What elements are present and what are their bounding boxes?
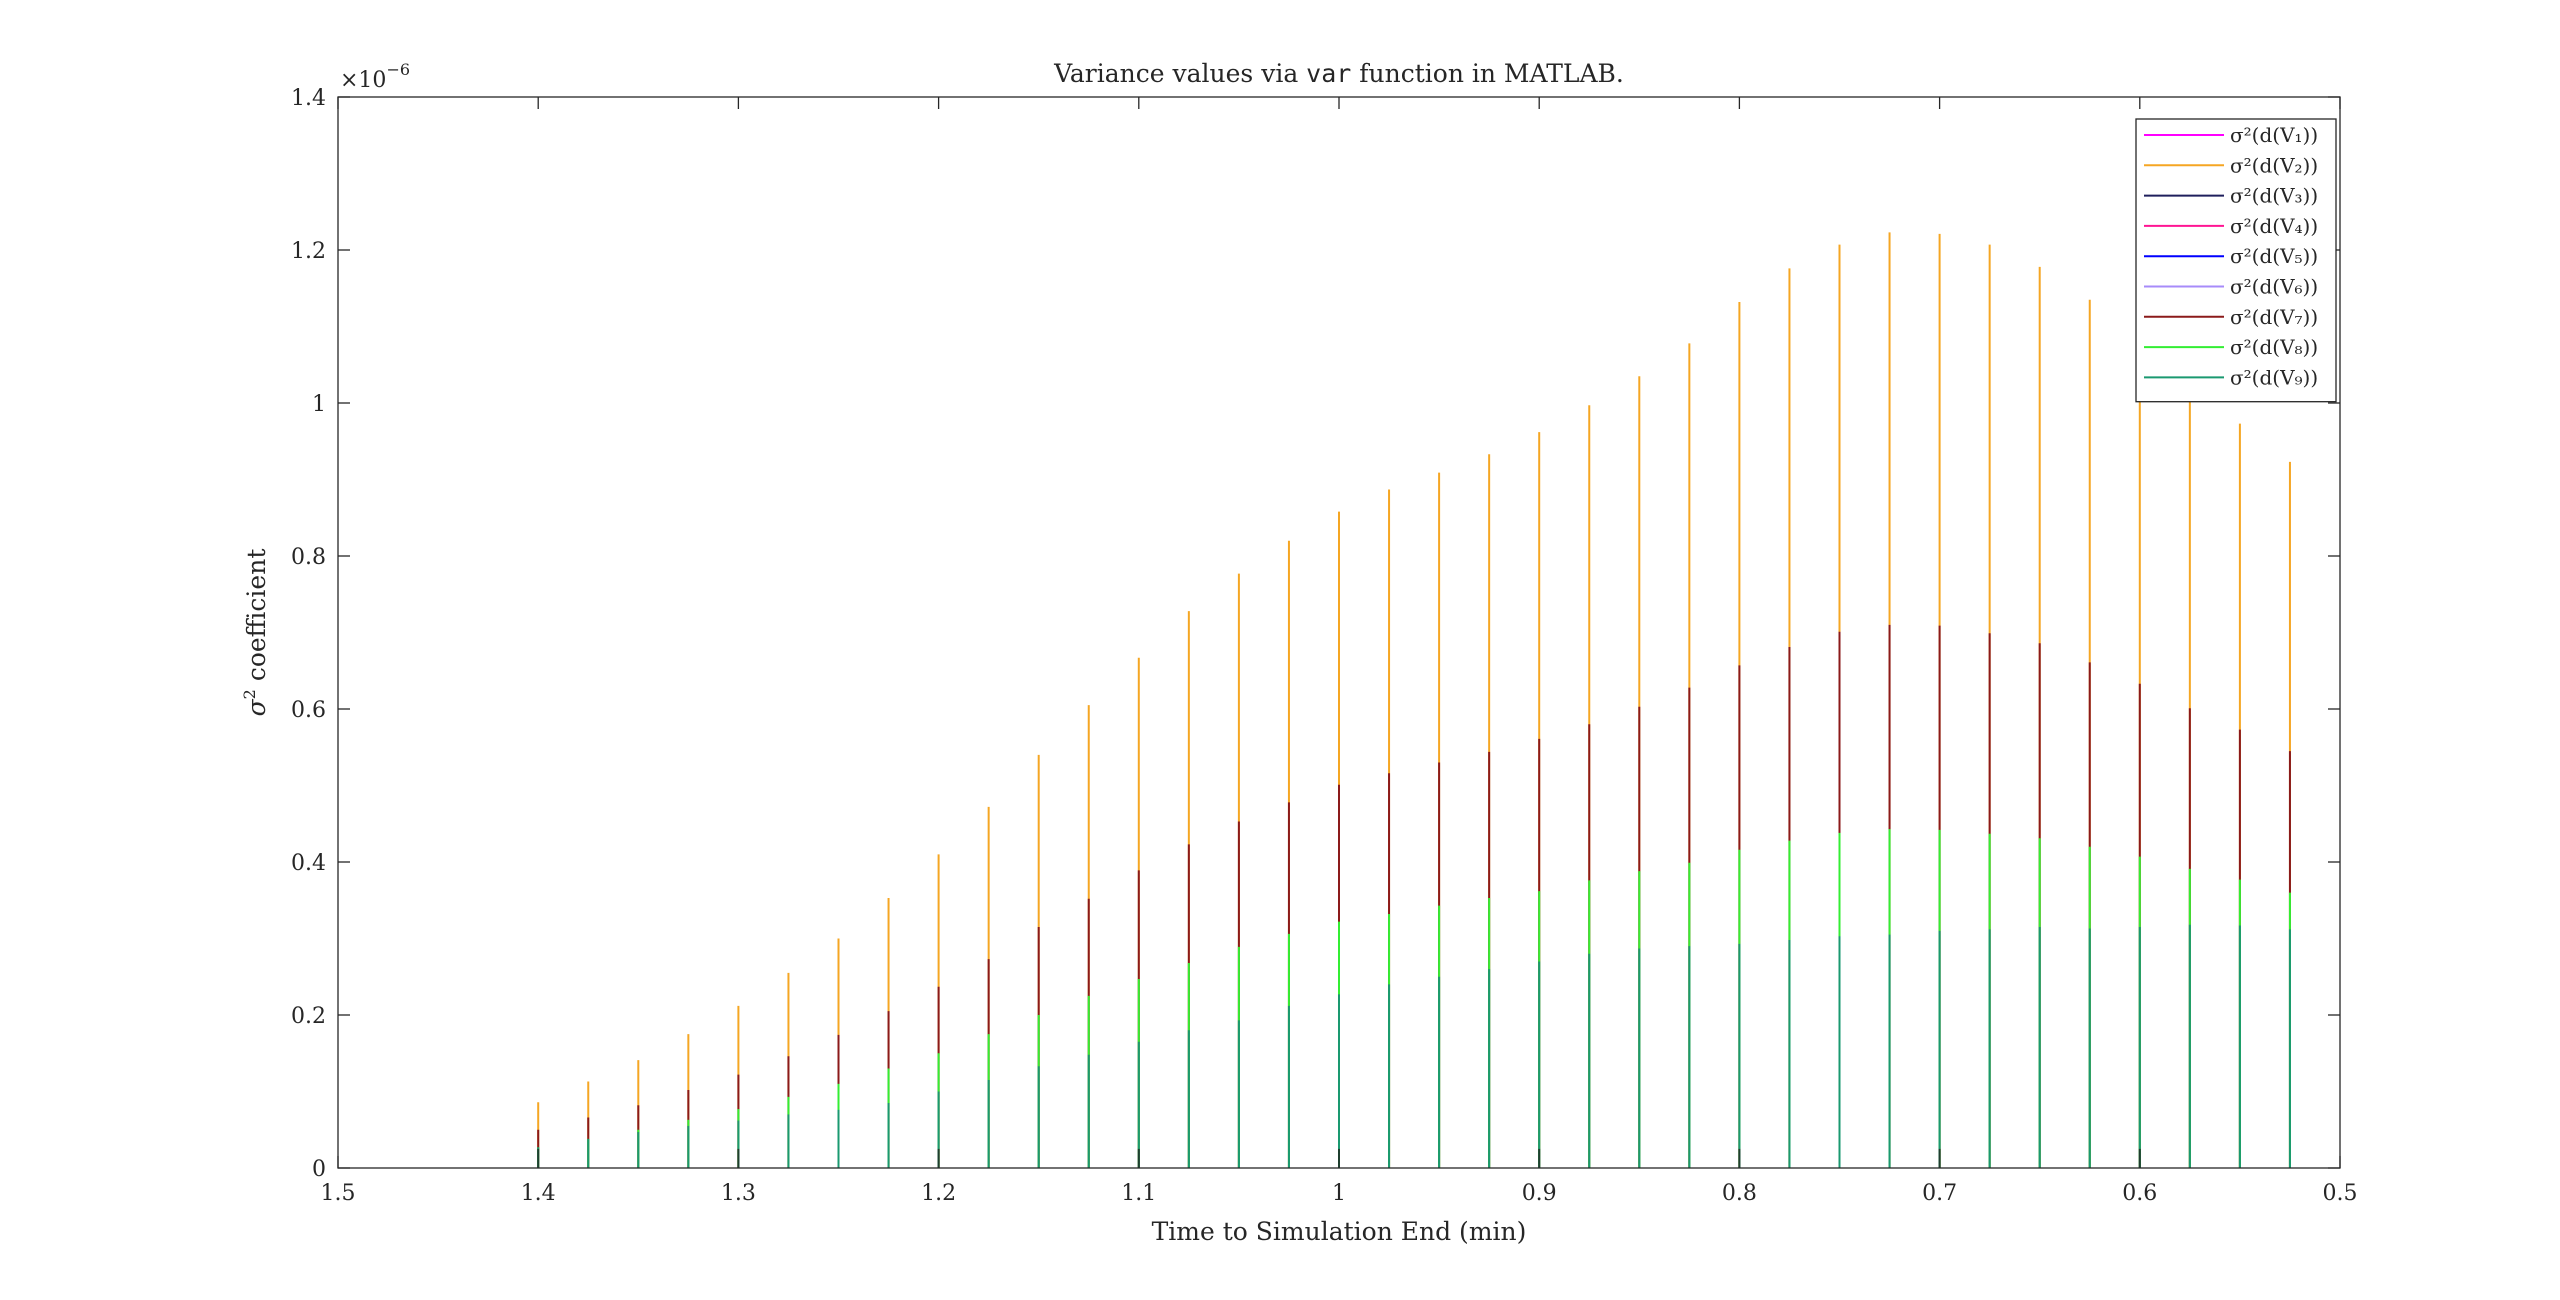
legend-entry-label: σ²(d(V₅)) xyxy=(2230,244,2318,268)
legend: σ²(d(V₁)) σ²(d(V₂)) σ²(d(V₃)) σ²(d(V₄)) σ²(d… xyxy=(2135,118,2337,403)
plot-area-frame xyxy=(337,96,2341,1169)
legend-entry-label: σ²(d(V₂)) xyxy=(2230,153,2318,177)
legend-entry-label: σ²(d(V₈)) xyxy=(2230,335,2318,359)
x-tick-labels: 1.5 1.4 1.3 1.2 1.1 1 0.9 0.8 0.7 0.6 0.5 xyxy=(321,1181,2358,1206)
x-tick-label: 0.9 xyxy=(1522,1181,1557,1206)
x-tick-label: 1.4 xyxy=(521,1181,556,1206)
y-tick-label: 1.4 xyxy=(291,86,326,111)
legend-entry-label: σ²(d(V₁)) xyxy=(2230,123,2318,147)
x-axis-title: Time to Simulation End (min) xyxy=(1152,1217,1527,1246)
bar-series xyxy=(537,232,2291,1168)
legend-entry-label: σ²(d(V₆)) xyxy=(2230,275,2318,299)
x-tick-label: 1 xyxy=(1332,1181,1346,1206)
x-tick-label: 0.7 xyxy=(1922,1181,1957,1206)
x-tick-label: 1.5 xyxy=(321,1181,356,1206)
x-tick-label: 1.2 xyxy=(921,1181,956,1206)
y-axis-title: σ2 coefficient xyxy=(240,549,271,717)
legend-entry-label: σ²(d(V₄)) xyxy=(2230,214,2318,238)
x-tick-label: 1.1 xyxy=(1121,1181,1156,1206)
y-tick-labels: 0 0.2 0.4 0.6 0.8 1 1.2 1.4 xyxy=(291,86,326,1182)
chart-title: Variance values via var function in MATL… xyxy=(1053,59,1624,88)
legend-entry-label: σ²(d(V₇)) xyxy=(2230,305,2318,329)
y-tick-label: 0.4 xyxy=(291,851,326,876)
x-tick-label: 0.8 xyxy=(1722,1181,1757,1206)
y-tick-label: 1 xyxy=(312,392,326,417)
legend-entry-label: σ²(d(V₉)) xyxy=(2230,365,2318,389)
x-tick-label: 1.3 xyxy=(721,1181,756,1206)
x-tick-label: 0.5 xyxy=(2323,1181,2358,1206)
y-tick-label: 0.2 xyxy=(291,1004,326,1029)
y-tick-label: 1.2 xyxy=(291,239,326,264)
y-tick-label: 0 xyxy=(312,1157,326,1182)
y-exponent-label: ×10−6 xyxy=(340,60,410,93)
legend-entry-label: σ²(d(V₃)) xyxy=(2230,184,2318,208)
y-tick-label: 0.6 xyxy=(291,698,326,723)
y-tick-label: 0.8 xyxy=(291,545,326,570)
x-tick-label: 0.6 xyxy=(2122,1181,2157,1206)
